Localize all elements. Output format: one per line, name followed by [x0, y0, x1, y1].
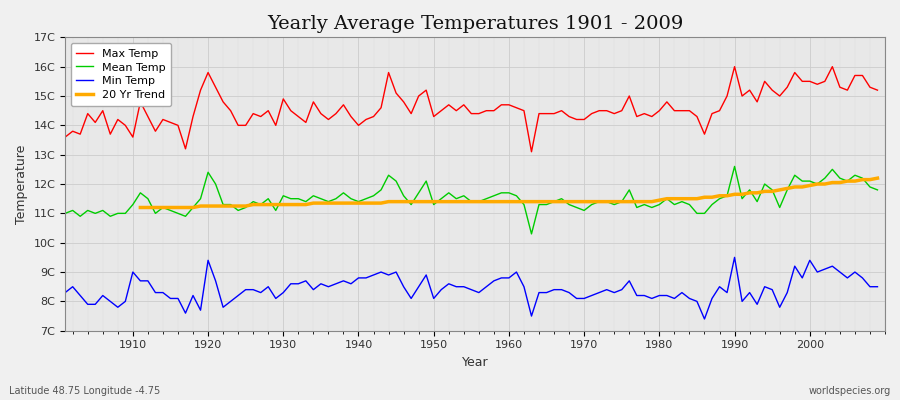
20 Yr Trend [714, 193, 724, 198]
Legend: Max Temp, Mean Temp, Min Temp, 20 Yr Trend: Max Temp, Mean Temp, Min Temp, 20 Yr Tre… [71, 43, 171, 106]
Line: Max Temp: Max Temp [65, 67, 878, 152]
Mean Temp [503, 190, 514, 195]
Mean Temp [285, 196, 296, 201]
Min Temp [699, 316, 710, 321]
20 Yr Trend [308, 201, 319, 206]
Max Temp [872, 88, 883, 92]
Max Temp [496, 102, 507, 107]
Y-axis label: Temperature: Temperature [15, 144, 28, 224]
Max Temp [120, 123, 130, 128]
Text: worldspecies.org: worldspecies.org [809, 386, 891, 396]
Min Temp [285, 281, 296, 286]
Min Temp [120, 299, 130, 304]
Max Temp [330, 111, 341, 116]
20 Yr Trend [503, 199, 514, 204]
Line: 20 Yr Trend: 20 Yr Trend [140, 178, 877, 208]
20 Yr Trend [526, 199, 537, 204]
Mean Temp [526, 232, 537, 236]
Min Temp [594, 290, 605, 295]
Max Temp [285, 108, 296, 113]
Max Temp [729, 64, 740, 69]
20 Yr Trend [135, 205, 146, 210]
Mean Temp [59, 211, 70, 216]
Max Temp [59, 135, 70, 140]
Mean Temp [601, 199, 612, 204]
Mean Temp [872, 188, 883, 192]
20 Yr Trend [872, 176, 883, 180]
X-axis label: Year: Year [462, 356, 489, 369]
20 Yr Trend [330, 201, 341, 206]
Min Temp [503, 276, 514, 280]
Mean Temp [729, 164, 740, 169]
Min Temp [330, 281, 341, 286]
Min Temp [872, 284, 883, 289]
Mean Temp [120, 211, 130, 216]
Text: Latitude 48.75 Longitude -4.75: Latitude 48.75 Longitude -4.75 [9, 386, 160, 396]
Max Temp [601, 108, 612, 113]
Title: Yearly Average Temperatures 1901 - 2009: Yearly Average Temperatures 1901 - 2009 [267, 15, 683, 33]
20 Yr Trend [361, 201, 372, 206]
Max Temp [503, 102, 514, 107]
Mean Temp [330, 196, 341, 201]
Min Temp [729, 255, 740, 260]
Line: Min Temp: Min Temp [65, 257, 878, 319]
Min Temp [496, 276, 507, 280]
Min Temp [59, 290, 70, 295]
Mean Temp [496, 190, 507, 195]
Line: Mean Temp: Mean Temp [65, 166, 878, 234]
Max Temp [526, 149, 537, 154]
